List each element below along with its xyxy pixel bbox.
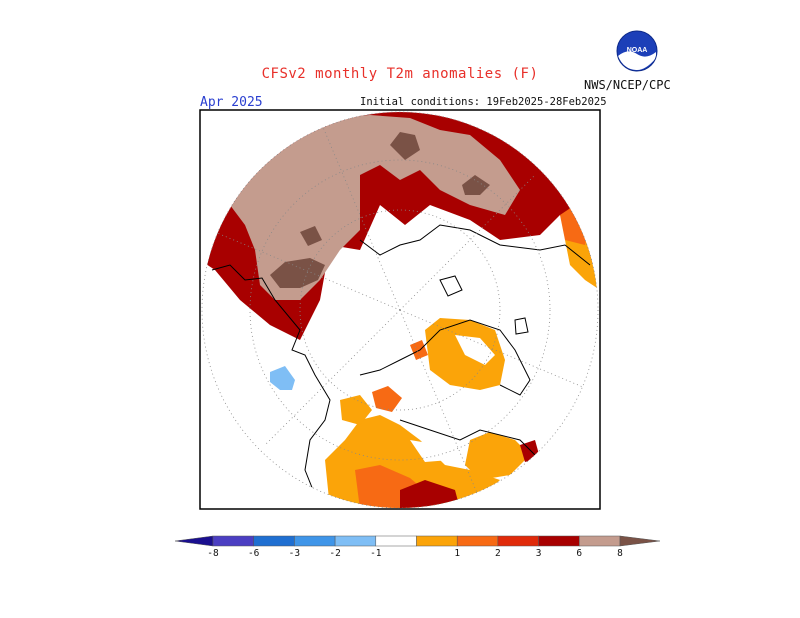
anomaly-region-pos1 [465,432,530,480]
colorbar-segment [456,535,499,547]
colorbar-tick-label: 2 [495,548,501,559]
anomaly-region-pos2 [372,386,402,412]
agency-label: NWS/NCEP/CPC [584,78,671,92]
colorbar-segment [619,535,661,547]
anomaly-region-pos3 [400,480,460,508]
colorbar-tick-label: -8 [207,548,219,559]
map-boundary [201,111,599,509]
anomaly-region-pos8 [300,226,322,246]
anomaly-fields [202,112,598,508]
colorbar-tick-label: 8 [617,548,623,559]
anomaly-region-pos6 [230,115,520,300]
colorbar-segment [416,535,458,547]
colorbar-tick-label: -6 [247,548,260,559]
initial-conditions-label: Initial conditions: 19Feb2025-28Feb2025 [360,96,607,108]
colorbar-tick-label: -1 [370,548,382,559]
colorbar-segment [538,535,580,547]
colorbar-segment [253,535,295,547]
valid-month-label: Apr 2025 [200,95,263,110]
colorbar-segment [579,535,621,547]
colorbar-segment [212,535,254,547]
colorbar-tick-label: 6 [576,548,583,559]
chart-title: CFSv2 monthly T2m anomalies (F) [261,66,539,82]
anomaly-region-pos1 [340,395,372,425]
noaa-logo: NOAA [616,30,658,72]
anomaly-region-neg1 [270,366,295,390]
colorbar-tick-label: 3 [535,548,542,559]
anomaly-region-pos8 [462,175,490,195]
anomaly-region-pos8 [390,132,420,160]
colorbar-tick-label: -3 [288,548,301,559]
colorbar-tick-label: -2 [329,548,341,559]
colorbar-segment [334,535,377,547]
colorbar-segment [497,535,539,547]
colorbar-segment [375,535,417,547]
logo-text: NOAA [627,47,648,54]
anomaly-region-pos8 [270,258,325,288]
colorbar-segment [174,535,214,547]
colorbar-segment [294,535,336,547]
graticule [209,119,591,501]
coastlines [211,224,591,496]
colorbar-tick-label: 1 [454,548,461,559]
